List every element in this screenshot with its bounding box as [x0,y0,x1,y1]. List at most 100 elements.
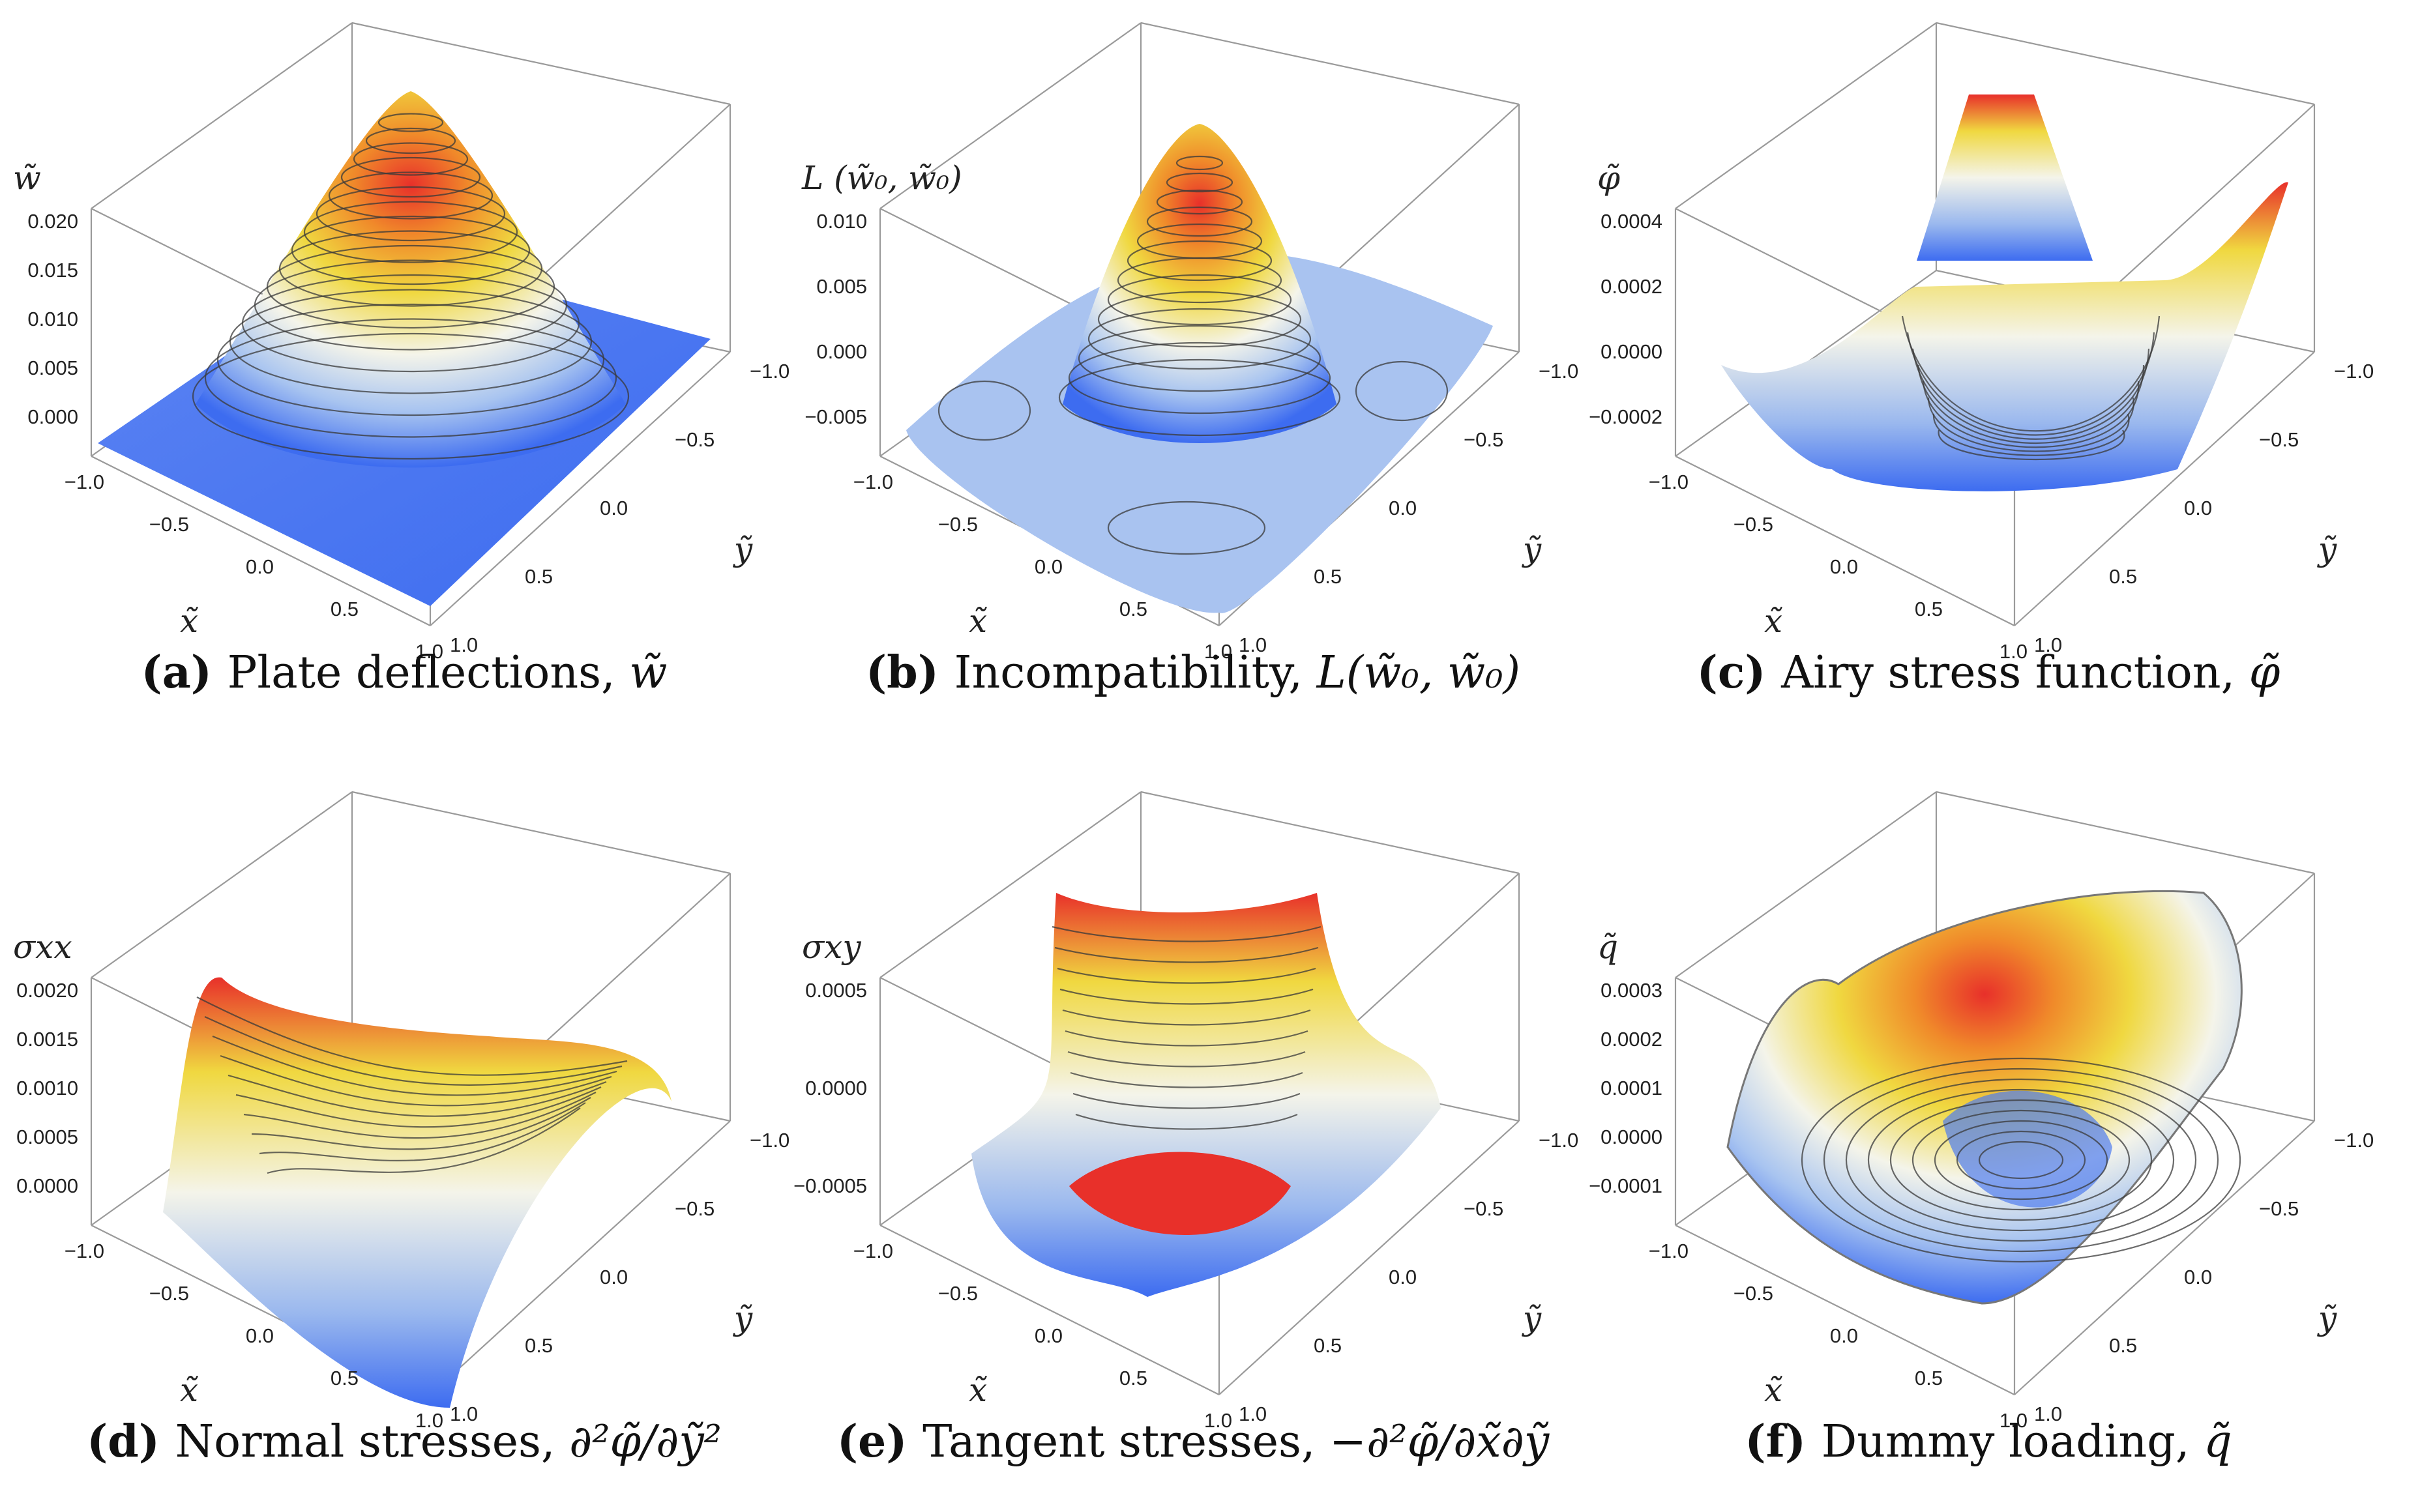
contour-line [196,996,628,1076]
caption-text: Normal stresses, [175,1416,569,1468]
box-edge [351,791,731,875]
z-tick-label: 0.0000 [805,1077,867,1099]
z-tick-label: −0.0001 [1589,1174,1662,1197]
surface [163,977,671,1408]
panel-d: 0.0020 0.0015 0.0010 0.0005 0.0000 −1.0 −0.5 0.… [13,791,789,1468]
contour-line [1057,967,1316,984]
y-tick-labels: −1.0 −0.5 0.0 0.5 1.0 [450,1129,789,1425]
x-tick-labels: −1.0 −0.5 0.0 0.5 1.0 [65,1240,443,1432]
contour-line [204,1016,623,1086]
z-axis-label: L (w̃₀, w̃₀) [801,159,962,197]
x-tick-label: 0.5 [331,1367,359,1389]
contour-line [1166,172,1233,193]
x-tick-label: 1.0 [1999,1409,2028,1432]
surface [98,91,711,606]
y-tick-labels: −1.0 −0.5 0.0 0.5 1.0 [450,360,789,656]
x-axis-label: x̃ [180,602,198,640]
x-tick-label: 0.5 [331,598,359,620]
contour-line [1117,257,1282,304]
box-edge [1936,22,2315,106]
caption-text: Plate deflections, [228,647,630,699]
panel-c: 0.0004 0.0002 0.0000 −0.0002 −1.0 −0.5 0.0 0.5 1… [1589,22,2374,699]
contour-line [1107,274,1292,326]
y-tick-label: −1.0 [1539,360,1578,383]
x-tick-label: 1.0 [1999,640,2028,663]
x-tick-label: −1.0 [65,1240,104,1262]
contour-line [1867,1088,2175,1232]
x-tick-label: 1.0 [1204,640,1232,663]
z-tick-label: 0.0000 [16,1174,78,1197]
x-tick-label: 0.0 [1035,1324,1063,1347]
y-tick-label: −0.5 [2259,428,2299,451]
box-edge [2014,1120,2315,1395]
contour-line [1072,1092,1301,1109]
x-axis-label: x̃ [969,1371,987,1409]
panel-caption: (f) Dummy loading, q̃ [1745,1416,2232,1468]
x-axis-label: x̃ [1764,602,1782,640]
y-tick-label: −1.0 [750,360,789,383]
y-tick-label: 0.5 [525,565,553,588]
z-tick-label: −0.0005 [793,1174,867,1197]
y-tick-label: −1.0 [1539,1129,1578,1152]
x-tick-label: −0.5 [1734,513,1773,536]
z-tick-label: 0.000 [816,340,867,363]
contour-line [1932,413,2130,456]
z-tick-label: 0.010 [816,210,867,233]
surface-peak [1063,124,1336,443]
contour-line [328,171,494,220]
contour-line [1938,429,2125,461]
x-tick-label: −1.0 [853,471,893,493]
contour-line [1922,381,2140,448]
caption-symbol: q̃ [2204,1416,2232,1468]
box-edge [1140,22,1520,106]
x-tick-label: 1.0 [415,1409,443,1432]
x-tick-label: −0.5 [1734,1282,1773,1305]
panel-caption: (b) Incompatibility, L(w̃₀, w̃₀) [866,647,1520,699]
y-tick-label: 1.0 [2034,1403,2062,1425]
contour-line [340,156,481,198]
x-tick-labels: −1.0 −0.5 0.0 0.5 1.0 [853,1240,1232,1432]
contour-line [1127,240,1273,282]
z-tick-label: 0.005 [27,356,78,379]
z-axis-label: σxx [13,928,72,966]
contour-line [1175,155,1224,171]
y-tick-labels: −1.0 −0.5 0.0 0.5 1.0 [1239,360,1578,656]
caption-symbol: φ̃ [2249,647,2280,699]
x-tick-label: 1.0 [1204,1409,1232,1432]
x-tick-label: 0.0 [246,1324,274,1347]
panel-caption: (a) Plate deflections, w̃ [141,647,668,699]
box-edge [879,1225,1220,1395]
contour-line [1911,1109,2131,1211]
contour-line [1917,364,2145,444]
x-tick-label: 0.5 [1119,598,1147,620]
y-tick-label: 1.0 [2034,633,2062,656]
z-tick-label: −0.005 [804,405,867,428]
z-tick-label: 0.0002 [1601,275,1662,298]
y-tick-label: 1.0 [450,1403,478,1425]
y-tick-label: 0.5 [2109,565,2137,588]
z-tick-labels: 0.0020 0.0015 0.0010 0.0005 0.0000 [16,979,78,1197]
z-tick-labels: 0.020 0.015 0.010 0.005 0.000 [27,210,78,428]
caption-text: Airy stress function, [1780,647,2249,699]
contour-line [1146,206,1253,237]
contour-line [377,113,444,132]
z-tick-label: 0.000 [27,405,78,428]
caption-letter: (a) [141,647,228,699]
y-tick-label: −0.5 [1464,428,1503,451]
x-tick-label: 0.0 [1830,555,1858,578]
y-tick-label: 0.5 [2109,1334,2137,1357]
contour-line [204,318,617,438]
box-edge [1675,22,1937,209]
z-tick-label: −0.0002 [1589,405,1662,428]
contour-line [1845,1078,2197,1242]
y-tick-labels: −1.0 −0.5 0.0 0.5 1.0 [1239,1129,1578,1425]
y-tick-label: −0.5 [675,1197,715,1220]
z-axis-label: q̃ [1597,928,1618,966]
contour-line [1059,988,1314,1005]
box-edge [1675,791,1937,978]
box-edge [91,791,353,978]
x-axis-label: x̃ [1764,1371,1782,1409]
y-axis-label: ỹ [733,1300,753,1337]
y-tick-label: 0.0 [600,1266,628,1288]
